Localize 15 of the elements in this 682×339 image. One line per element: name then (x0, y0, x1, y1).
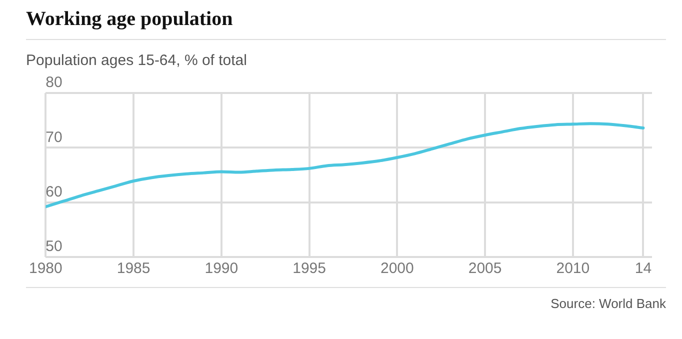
x-tick-label: 1990 (204, 260, 238, 278)
chart-subtitle: Population ages 15-64, % of total (26, 52, 248, 69)
chart-title: Working age population (26, 8, 666, 40)
y-tick-label: 60 (46, 183, 62, 200)
x-tick-label: 2005 (468, 260, 502, 278)
x-tick-label: 1980 (28, 260, 62, 278)
x-tick-label: 2010 (556, 260, 590, 278)
x-tick-label: 1985 (116, 260, 150, 278)
y-tick-label: 50 (46, 238, 62, 256)
x-tick-label: 14 (634, 260, 652, 278)
y-tick-label: 80 (46, 74, 62, 92)
y-tick-label: 70 (46, 128, 62, 146)
x-tick-label: 1995 (292, 260, 326, 278)
x-tick-label: 2000 (380, 260, 414, 278)
source-note: Source: World Bank (550, 296, 666, 311)
